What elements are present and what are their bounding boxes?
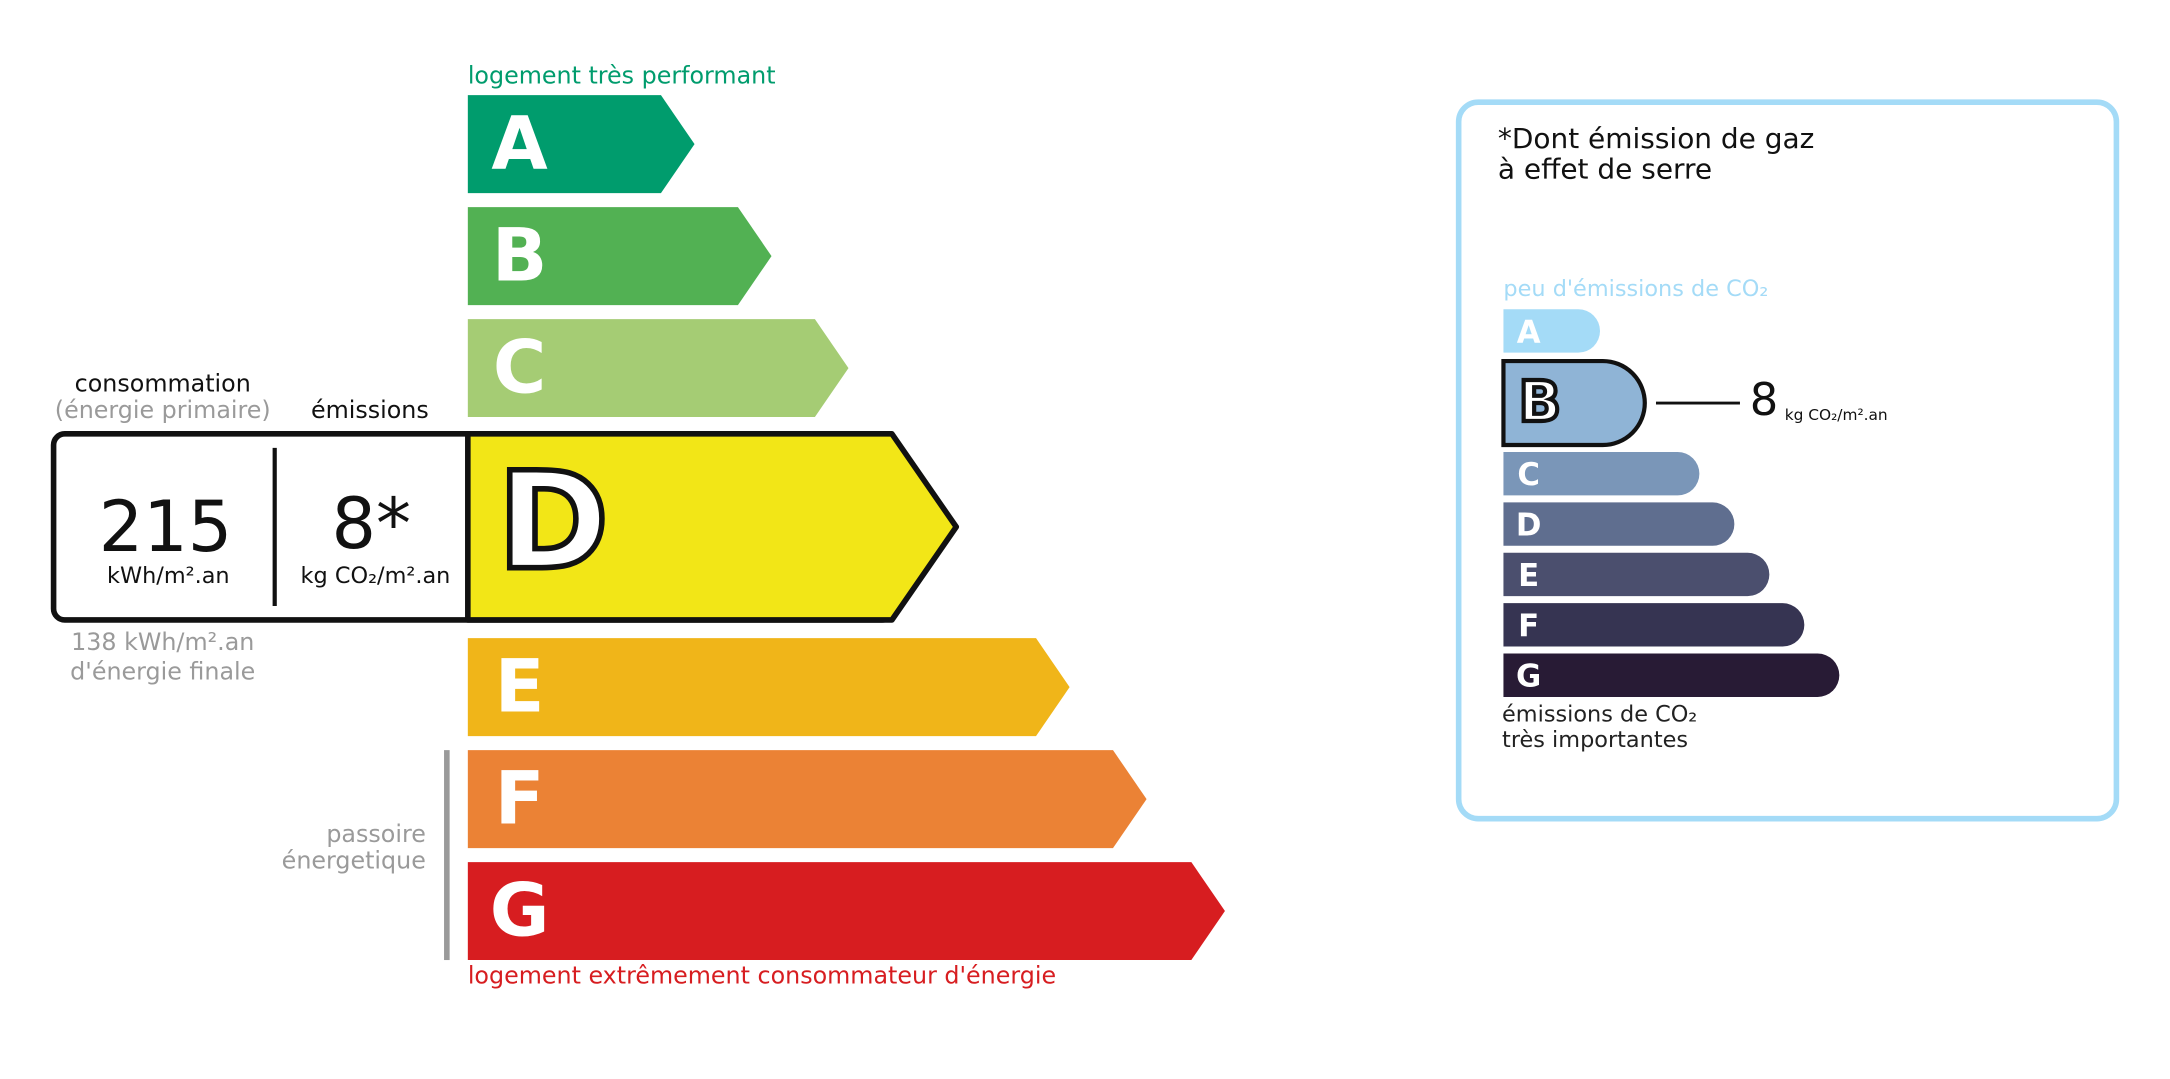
bottom-label: logement extrêmement consommateur d'éner…	[468, 961, 1056, 989]
ges-class	[1503, 452, 1700, 496]
ges-top-label: peu d'émissions de CO₂	[1503, 276, 1768, 302]
consumption-value: 215	[99, 486, 233, 568]
energy-class	[465, 431, 960, 623]
ges-letter: C	[1517, 457, 1540, 493]
passoire-label: énergetique	[282, 847, 426, 875]
ges-unit: kg CO₂/m².an	[1785, 406, 1888, 424]
ges-bottom-label: émissions de CO₂	[1502, 702, 1697, 728]
consumption-unit: kWh/m².an	[107, 563, 230, 589]
ges-value: 8	[1750, 373, 1778, 426]
energy-class	[467, 207, 772, 306]
energy-class	[467, 638, 1070, 737]
ges-panel	[1455, 99, 2120, 822]
energy-class	[467, 750, 1147, 849]
ges-class	[1503, 653, 1840, 697]
ges-title: à effet de serre	[1498, 153, 1712, 186]
ges-letter: F	[1518, 608, 1539, 644]
energy-letter: E	[495, 644, 545, 729]
final-energy: d'énergie finale	[70, 658, 255, 686]
consumption-header: consommation	[75, 369, 251, 397]
consumption-subheader: (énergie primaire)	[55, 396, 271, 424]
passoire-bar	[444, 750, 450, 961]
emissions-value: 8*	[332, 483, 412, 565]
passoire-label: passoire	[326, 820, 426, 848]
energy-letter: B	[492, 213, 547, 298]
energy-class	[467, 95, 695, 194]
energy-letter: G	[490, 868, 550, 953]
energy-class	[467, 862, 1225, 961]
ges-class	[1503, 502, 1735, 546]
energy-letter: A	[491, 101, 547, 186]
ges-class	[1503, 552, 1770, 597]
ges-letter: E	[1518, 558, 1539, 594]
emissions-header: émissions	[311, 396, 429, 424]
ges-class	[1503, 603, 1805, 647]
emissions-unit: kg CO₂/m².an	[301, 563, 451, 589]
energy-letter: C	[493, 325, 546, 410]
top-label: logement très performant	[468, 61, 776, 89]
ges-letter: G	[1516, 659, 1541, 695]
ges-class	[1503, 309, 1601, 353]
ges-letter: D	[1516, 507, 1542, 543]
ges-title: *Dont émission de gaz	[1498, 122, 1815, 155]
ges-class	[1501, 358, 1647, 448]
energy-letter: D	[497, 443, 609, 600]
ges-bottom-label: très importantes	[1502, 727, 1688, 753]
ges-letter: B	[1518, 370, 1561, 435]
energy-class	[467, 319, 849, 418]
ges-letter: A	[1517, 314, 1541, 350]
final-energy: 138 kWh/m².an	[71, 628, 254, 656]
energy-letter: F	[495, 756, 545, 841]
